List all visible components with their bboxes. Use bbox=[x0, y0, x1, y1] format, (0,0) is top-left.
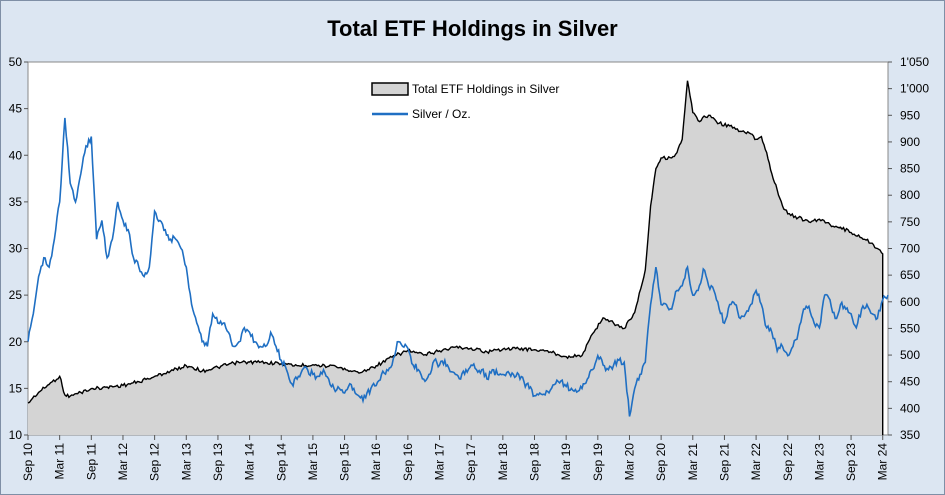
y-right-tick-label: 350 bbox=[900, 428, 920, 442]
x-tick-label: Sep 11 bbox=[84, 443, 98, 480]
x-tick-label: Sep 16 bbox=[401, 443, 415, 481]
y-right-tick-label: 900 bbox=[900, 135, 920, 149]
y-left-tick-label: 20 bbox=[9, 335, 23, 349]
x-tick-label: Mar 17 bbox=[433, 443, 447, 481]
y-right-tick-label: 850 bbox=[900, 162, 920, 176]
x-tick-label: Mar 22 bbox=[749, 443, 763, 481]
etf-holdings-area bbox=[28, 80, 883, 435]
silver-price-line bbox=[27, 117, 889, 417]
y-right-tick-label: 700 bbox=[900, 242, 920, 256]
x-tick-label: Sep 13 bbox=[211, 443, 225, 481]
y-right-tick-label: 650 bbox=[900, 268, 920, 282]
y-right-tick-label: 950 bbox=[900, 108, 920, 122]
x-tick-label: Mar 13 bbox=[179, 443, 193, 481]
y-right-tick-label: 750 bbox=[900, 215, 920, 229]
line-layer bbox=[27, 117, 889, 417]
x-tick-label: Mar 11 bbox=[53, 443, 67, 480]
x-tick-label: Mar 24 bbox=[876, 443, 890, 481]
x-tick-label: Sep 10 bbox=[21, 443, 35, 481]
x-tick-label: Mar 20 bbox=[622, 443, 636, 481]
x-tick-label: Mar 21 bbox=[686, 443, 700, 481]
y-right-tick-label: 600 bbox=[900, 295, 920, 309]
etf-holdings-line bbox=[27, 80, 884, 435]
y-right-tick-label: 500 bbox=[900, 348, 920, 362]
y-right-tick-label: 450 bbox=[900, 375, 920, 389]
x-tick-label: Sep 12 bbox=[148, 443, 162, 481]
axis-layer: 10 15 20 25 30 35 40 45 50 350 400 450 500 550 600 650 7… bbox=[9, 55, 930, 481]
y-left-tick-label: 30 bbox=[9, 242, 23, 256]
x-tick-label: Sep 15 bbox=[338, 443, 352, 481]
y-left-tick-label: 45 bbox=[9, 102, 23, 116]
x-tick-label: Mar 12 bbox=[116, 443, 130, 481]
x-tick-label: Sep 21 bbox=[717, 443, 731, 481]
y-left-tick-label: 15 bbox=[9, 381, 23, 395]
x-tick-label: Sep 18 bbox=[528, 443, 542, 481]
legend-silver-label: Silver / Oz. bbox=[412, 107, 471, 121]
x-tick-label: Sep 22 bbox=[781, 443, 795, 481]
x-tick-label: Mar 18 bbox=[496, 443, 510, 481]
y-right-tick-label: 550 bbox=[900, 321, 920, 335]
x-tick-label: Sep 17 bbox=[464, 443, 478, 481]
x-tick-label: Mar 14 bbox=[243, 443, 257, 481]
y-left-tick-label: 40 bbox=[9, 148, 23, 162]
x-tick-label: Mar 16 bbox=[369, 443, 383, 481]
chart-title: Total ETF Holdings in Silver bbox=[327, 16, 618, 41]
x-tick-label: Sep 14 bbox=[274, 443, 288, 481]
y-right-tick-label: 1'050 bbox=[900, 55, 929, 69]
x-tick-label: Sep 23 bbox=[844, 443, 858, 481]
x-tick-label: Sep 20 bbox=[654, 443, 668, 481]
legend: Total ETF Holdings in Silver Silver / Oz. bbox=[371, 82, 559, 121]
x-tick-label: Mar 15 bbox=[306, 443, 320, 481]
legend-etf-swatch bbox=[371, 82, 409, 96]
x-tick-label: Sep 19 bbox=[591, 443, 605, 481]
y-left-tick-label: 50 bbox=[9, 55, 23, 69]
area-layer bbox=[27, 80, 884, 435]
y-right-tick-label: 1'000 bbox=[900, 82, 929, 96]
y-right-tick-label: 800 bbox=[900, 188, 920, 202]
x-tick-label: Mar 23 bbox=[812, 443, 826, 481]
legend-etf-label: Total ETF Holdings in Silver bbox=[412, 82, 559, 96]
y-left-tick-label: 25 bbox=[9, 288, 23, 302]
y-left-tick-label: 10 bbox=[9, 428, 23, 442]
x-tick-label: Mar 19 bbox=[559, 443, 573, 481]
y-right-tick-label: 400 bbox=[900, 401, 920, 415]
y-left-tick-label: 35 bbox=[9, 195, 23, 209]
